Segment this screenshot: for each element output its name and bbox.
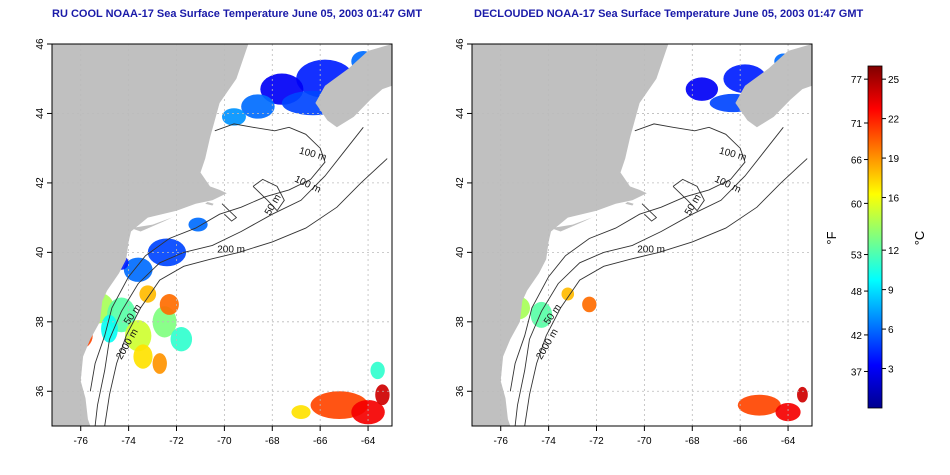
sst-patch [561,287,575,301]
celsius-tick-label: 9 [888,286,894,297]
y-tick-label: 36 [455,385,466,397]
celsius-tick-label: 19 [888,154,900,165]
y-tick-label: 46 [455,38,466,50]
x-tick-label: -74 [121,436,136,447]
y-tick-label: 42 [35,177,46,189]
x-tick-label: -70 [217,436,232,447]
sst-patch [188,217,208,232]
x-tick-label: -70 [637,436,652,447]
sst-patch [222,108,246,126]
isobath-50m-georges [672,178,705,212]
fahrenheit-tick-label: 77 [851,75,863,86]
fahrenheit-tick-label: 66 [851,156,863,167]
map-frame [471,43,813,427]
y-tick-label: 40 [35,246,46,258]
sst-patch [370,361,385,380]
y-tick-label: 38 [455,316,466,328]
x-tick-label: -72 [589,436,604,447]
x-tick-label: -72 [169,436,184,447]
isobath-200m [514,127,784,426]
isobath-100m [89,123,326,392]
x-tick-label: -64 [361,436,376,447]
sst-patch [170,327,193,352]
isobath-2000m [524,158,808,426]
fahrenheit-tick-label: 42 [851,331,863,342]
isobath-50m-nantucket [641,203,658,222]
celsius-tick-label: 12 [888,246,900,257]
map-frame [51,43,393,427]
isobath-200m [94,127,364,426]
x-tick-label: -66 [313,436,328,447]
y-tick-label: 42 [455,177,466,189]
sst-patch [737,394,781,416]
fahrenheit-tick-label: 71 [851,119,863,130]
sst-patch [375,384,390,406]
celsius-tick-label: 16 [888,194,900,205]
sst-patch [530,301,553,328]
colorbar-gradient [867,65,883,409]
land-area [52,44,249,426]
x-tick-label: -76 [74,436,89,447]
y-tick-label: 44 [455,107,466,119]
right-map-title: DECLOUDED NOAA-17 Sea Surface Temperatur… [474,8,864,20]
y-tick-label: 40 [455,246,466,258]
land-area [551,214,599,232]
x-tick-label: -64 [781,436,796,447]
contour-label: 200 m [217,244,245,255]
celsius-label: °C [912,231,927,246]
y-tick-label: 44 [35,107,46,119]
isobath-100m [509,123,746,392]
land-area [205,202,214,206]
land-area [315,44,392,128]
sst-patch [159,294,179,315]
sst-patch [582,296,597,313]
celsius-tick-label: 6 [888,325,894,336]
fahrenheit-tick-label: 53 [851,251,863,262]
sst-patch [241,94,275,119]
sst-patch [123,257,153,282]
fahrenheit-tick-label: 60 [851,199,863,210]
y-tick-label: 46 [35,38,46,50]
isobath-2000m [104,158,388,426]
sst-patch [797,386,808,403]
x-tick-label: -68 [685,436,700,447]
x-tick-label: -76 [494,436,509,447]
sst-patch [125,320,152,352]
sst-patch [152,353,167,374]
temperature-colorbar: 3 6 9 12 16 19 22 25 37 42 48 53 60 66 71 77 °F °C [824,65,927,409]
land-area [131,214,179,232]
isobath-50m-nantucket [221,203,238,222]
x-tick-label: -68 [265,436,280,447]
contour-label: 200 m [637,244,665,255]
land-area [735,44,812,128]
sst-patch [139,285,157,303]
land-area [625,202,634,206]
sst-patch [775,402,801,422]
celsius-tick-label: 22 [888,115,900,126]
fahrenheit-label: °F [824,231,839,244]
fahrenheit-tick-label: 48 [851,287,863,298]
y-tick-label: 38 [35,316,46,328]
sst-patch [291,405,311,420]
sst-patch [685,77,719,101]
sst-patch [133,344,153,369]
left-map-title: RU COOL NOAA-17 Sea Surface Temperature … [52,8,423,20]
x-tick-label: -74 [541,436,556,447]
celsius-tick-label: 25 [888,75,900,86]
x-tick-label: -66 [733,436,748,447]
celsius-tick-label: 3 [888,365,894,376]
y-tick-label: 36 [35,385,46,397]
fahrenheit-tick-label: 37 [851,367,863,378]
sst-patch [351,399,385,425]
isobath-50m-georges [252,178,285,212]
land-area [472,44,669,426]
